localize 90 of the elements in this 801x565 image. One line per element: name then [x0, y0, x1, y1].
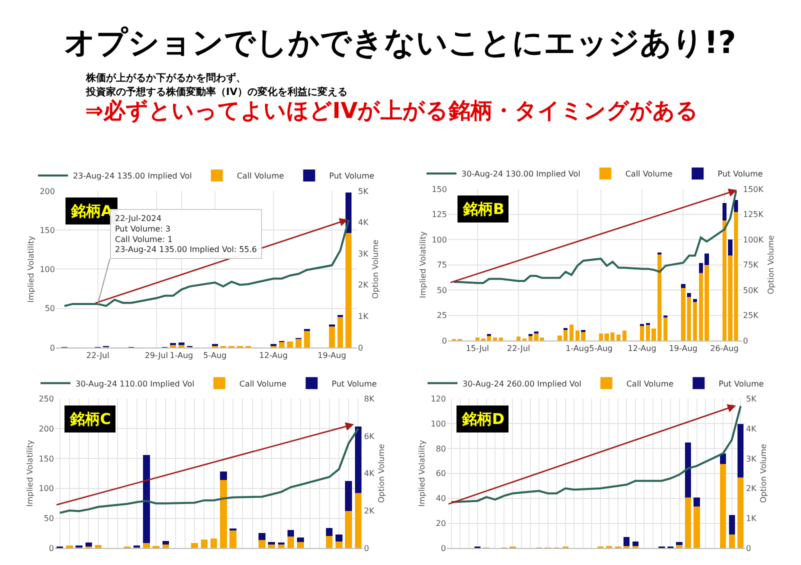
y2-tick-label: 1K — [746, 514, 758, 524]
y2-tick-label: 75K — [743, 260, 760, 270]
y-tick-label: 0 — [440, 544, 446, 553]
y-tick-label: 0 — [442, 336, 447, 346]
annotation: 22-Jul-2024 Put Volume: 3 Call Volume: 1 23-Aug-24 135.00 Implied Vol: 55.6 — [115, 214, 257, 254]
y2-tick-label: 125K — [743, 210, 764, 220]
text: 銘柄D — [461, 410, 504, 428]
y-tick-label: 60 — [436, 469, 446, 478]
y-tick-label: 150 — [40, 226, 55, 235]
y2-tick-label: 3K — [746, 454, 758, 464]
y-tick-label: 75 — [436, 260, 447, 270]
y2-tick-label: 4K — [746, 424, 758, 434]
x-tick-label: 22-Jul — [86, 351, 110, 360]
y2-tick-label: 150K — [743, 184, 764, 194]
legend-label: Put Volume — [718, 170, 763, 179]
y2-tick-label: 2K — [364, 506, 376, 516]
x-tick-label: 12-Aug — [628, 344, 656, 354]
y-tick-label: 200 — [38, 424, 54, 434]
y-tick-label: 150 — [432, 184, 447, 194]
y-tick-label: 200 — [40, 186, 55, 196]
text: 銘柄B — [462, 200, 504, 218]
y-tick-label: 80 — [436, 444, 446, 454]
y-tick-label: 50 — [44, 304, 55, 314]
legend-label: 23-Aug-24 135.00 Implied Vol — [73, 172, 192, 181]
y-tick-label: 50 — [44, 514, 54, 524]
x-tick-label: 26-Aug — [710, 344, 739, 354]
x-tick-label: 5-Aug — [589, 344, 613, 354]
text: ⇒必ずといってよいほどIVが上がる銘柄・タイミングがある — [85, 99, 699, 124]
y2-tick-label: 100K — [743, 235, 764, 244]
y2-tick-label: 3K — [358, 249, 370, 258]
y2-tick-label: 5K — [358, 186, 370, 196]
x-tick-label: 15-Jul — [466, 344, 489, 354]
y-tick-label: 125 — [432, 210, 447, 220]
y2-axis-title: Option Volume — [377, 444, 386, 503]
y-axis-title: Implied Volatility — [418, 231, 428, 298]
y2-tick-label: 8K — [364, 394, 376, 404]
y-tick-label: 20 — [436, 519, 446, 528]
y-tick-label: 0 — [50, 343, 55, 352]
y2-tick-label: 6K — [364, 432, 376, 441]
legend-label: Put Volume — [329, 172, 374, 181]
y2-tick-label: 50K — [743, 286, 760, 295]
y-tick-label: 0 — [48, 544, 54, 553]
x-tick-label: 1-Aug — [170, 351, 194, 360]
legend-label: Put Volume — [332, 379, 377, 388]
y-tick-label: 100 — [430, 419, 446, 428]
x-tick-label: 19-Aug — [318, 351, 346, 360]
y-tick-label: 250 — [38, 394, 54, 404]
legend-label: 30-Aug-24 130.00 Implied Vol — [462, 170, 580, 179]
y-tick-label: 100 — [432, 235, 447, 244]
y-tick-label: 100 — [40, 265, 55, 274]
text: 投資家の予想する株価変動率（IV）の変化を利益に変える — [85, 86, 348, 98]
y-axis-title: Implied Volatility — [25, 440, 34, 507]
y2-tick-label: 0 — [743, 336, 748, 346]
legend-label: Call Volume — [625, 170, 673, 179]
legend-label: Put Volume — [718, 379, 764, 388]
x-tick-label: 19-Aug — [668, 344, 698, 354]
y2-tick-label: 2K — [746, 484, 758, 494]
text: 株価が上がるか下がるかを問わず、 — [85, 72, 246, 84]
text: オプションでしかできないことにエッジあり!? — [64, 25, 736, 61]
x-tick-label: 29-Jul — [144, 351, 168, 360]
y-tick-label: 100 — [38, 484, 54, 494]
y-tick-label: 50 — [436, 286, 447, 295]
legend-label: 30-Aug-24 260.00 Implied Vol — [462, 379, 582, 388]
y2-tick-label: 1K — [358, 312, 370, 321]
y-tick-label: 150 — [38, 454, 54, 464]
y2-tick-label: 0 — [746, 544, 752, 553]
y-tick-label: 25 — [436, 311, 447, 320]
y2-tick-label: 5K — [746, 394, 758, 404]
y2-tick-label: 0 — [358, 343, 364, 352]
x-tick-label: 12-Aug — [259, 351, 288, 360]
y-tick-label: 40 — [436, 494, 446, 504]
y-axis-title: Implied Volatility — [417, 440, 426, 507]
y2-axis-title: Option Volume — [759, 444, 768, 503]
legend-label: Call Volume — [239, 379, 287, 388]
y-tick-label: 120 — [430, 394, 446, 404]
y2-axis-title: Option Volume — [766, 235, 776, 294]
legend-label: Call Volume — [626, 379, 674, 388]
y-axis-title: Implied Volatility — [26, 236, 36, 303]
x-tick-label: 5-Aug — [203, 351, 227, 360]
y2-tick-label: 2K — [358, 280, 370, 290]
y2-tick-label: 4K — [358, 218, 370, 228]
text: 銘柄C — [69, 410, 112, 428]
y2-tick-label: 4K — [364, 469, 376, 478]
x-tick-label: 22-Jul — [506, 344, 530, 354]
y2-tick-label: 0 — [364, 544, 370, 553]
legend-label: 30-Aug-24 110.00 Implied Vol — [76, 379, 194, 388]
y2-tick-label: 25K — [743, 311, 760, 320]
x-tick-label: 1-Aug — [566, 344, 590, 354]
legend-label: Call Volume — [236, 172, 284, 181]
y2-axis-title: Option Volume — [371, 240, 380, 299]
